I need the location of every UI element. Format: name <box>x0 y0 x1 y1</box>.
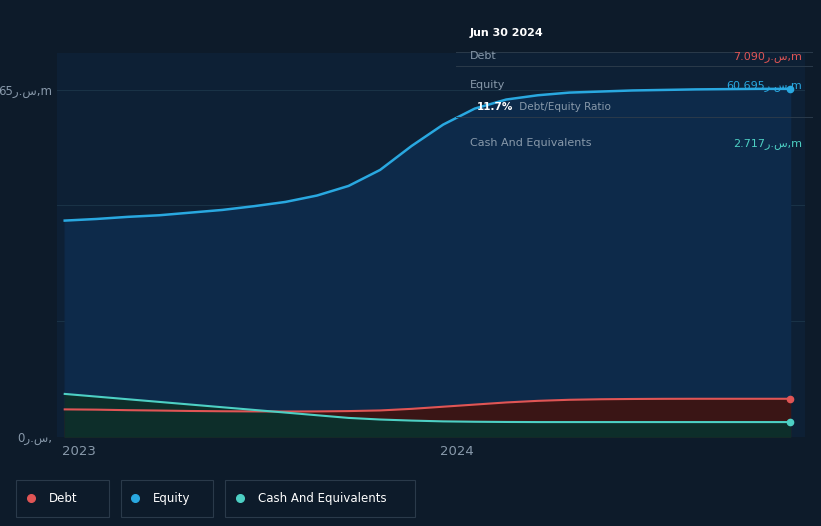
Text: 7.090ر.س,m: 7.090ر.س,m <box>733 51 802 62</box>
Text: Jun 30 2024: Jun 30 2024 <box>470 28 544 38</box>
Text: Debt/Equity Ratio: Debt/Equity Ratio <box>516 102 612 112</box>
Text: Debt: Debt <box>470 51 497 61</box>
Text: Equity: Equity <box>153 492 190 505</box>
Text: 2.717ر.س,m: 2.717ر.س,m <box>733 138 802 149</box>
Text: Equity: Equity <box>470 80 505 90</box>
Text: Cash And Equivalents: Cash And Equivalents <box>258 492 386 505</box>
Text: 11.7%: 11.7% <box>477 102 513 112</box>
Text: Debt: Debt <box>48 492 77 505</box>
Text: Cash And Equivalents: Cash And Equivalents <box>470 138 591 148</box>
Text: 60.695ر.س,m: 60.695ر.س,m <box>727 80 802 92</box>
